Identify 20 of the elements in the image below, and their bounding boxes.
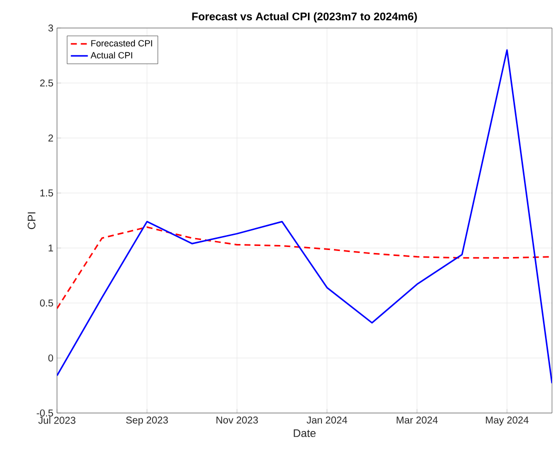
y-tick-label: 2 (48, 134, 53, 142)
y-axis-title: CPI (28, 212, 36, 230)
line-series (57, 49, 552, 384)
y-tick-label: 0 (48, 354, 54, 362)
y-tick-label: -0.5 (36, 409, 54, 417)
x-tick-label: May 2024 (486, 416, 529, 426)
x-tick-label: Sep 2023 (126, 416, 168, 426)
y-tick-label: 3 (48, 24, 54, 32)
legend-label: Actual CPI (90, 52, 132, 58)
y-tick-label: 2.5 (40, 79, 54, 87)
x-tick-label: Nov 2023 (216, 416, 258, 424)
legend-label: Forecasted CPI (91, 40, 152, 46)
x-tick-label: Mar 2024 (396, 416, 438, 424)
y-tick-label: 0.5 (40, 299, 54, 307)
chart-title: Forecast vs Actual CPI (2023m7 to 2024m6) (192, 12, 417, 22)
x-axis-title: Date (294, 429, 316, 438)
x-tick-label: Jul 2023 (38, 416, 76, 424)
x-tick-label: Jan 2024 (306, 416, 348, 424)
y-tick-label: 1.5 (40, 190, 54, 196)
y-tick-label: 1 (48, 244, 53, 252)
